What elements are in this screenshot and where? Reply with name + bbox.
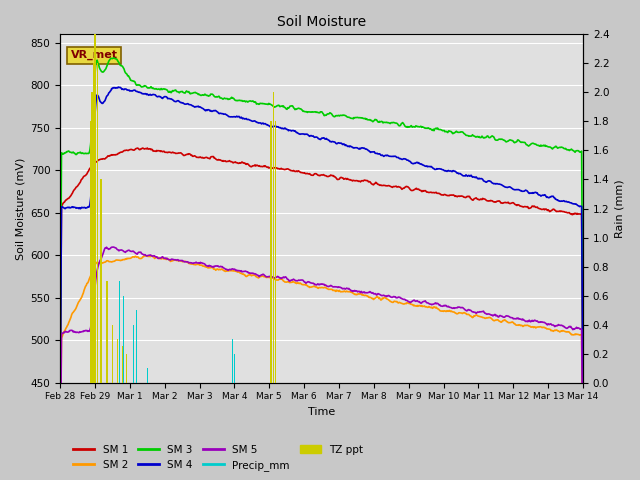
Bar [90,121,92,383]
Bar [119,281,120,383]
Bar [93,63,94,383]
X-axis label: Time: Time [308,407,335,417]
Bar [234,354,235,383]
Bar [94,35,95,383]
Bar [92,92,93,383]
Bar [120,266,122,383]
Y-axis label: Rain (mm): Rain (mm) [615,179,625,238]
Y-axis label: Soil Moisture (mV): Soil Moisture (mV) [15,157,25,260]
Text: VR_met: VR_met [70,50,118,60]
Bar [232,339,233,383]
Bar [111,324,113,383]
Bar [100,180,102,383]
Bar [122,347,124,383]
Legend: SM 1, SM 2, SM 3, SM 4, SM 5, Precip_mm, TZ ppt: SM 1, SM 2, SM 3, SM 4, SM 5, Precip_mm,… [69,440,368,475]
Bar [125,354,127,383]
Bar [117,339,118,383]
Title: Soil Moisture: Soil Moisture [277,15,366,29]
Bar [147,368,148,383]
Bar [148,365,149,383]
Bar [136,310,137,383]
Bar [106,281,108,383]
Bar [275,121,276,383]
Bar [273,92,274,383]
Bar [123,296,124,383]
Bar [133,324,134,383]
Bar [270,121,272,383]
Bar [97,63,99,383]
